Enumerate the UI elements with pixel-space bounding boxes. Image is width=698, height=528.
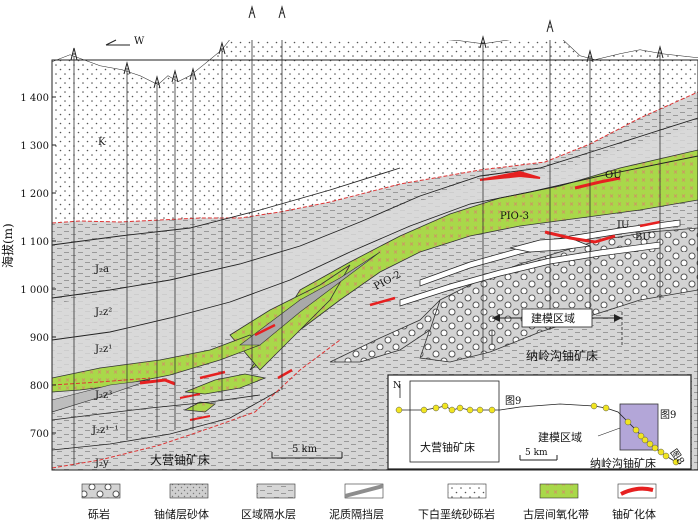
legend-swatch-reservoir-sand: [169, 483, 209, 499]
layer-labels: K J₂a J₂z² J₂z¹ J₂z³ J₂z¹⁻¹ J₂y: [91, 137, 119, 469]
label-ou: OU: [605, 170, 622, 181]
y-axis: 1 400 1 300 1 200 1 100 1 000 900 800 700 海拔(m): [0, 60, 56, 470]
legend-swatch-ore: [617, 483, 657, 499]
legend-swatch-oxidation: [539, 483, 579, 499]
direction-label: W: [134, 36, 145, 47]
direction-arrow: W: [105, 36, 145, 47]
label-pio3: PIO-3: [500, 211, 529, 222]
label-bu: BU: [635, 232, 651, 243]
legend-swatch-mud-barrier: [344, 483, 384, 499]
scale-bar: 5 km: [271, 444, 343, 459]
legend-label-ore: 铀矿化体: [612, 507, 656, 521]
layer-label-k: K: [98, 137, 106, 148]
inset-daying: 大营铀矿床: [420, 440, 475, 454]
y-ticks: 1 400 1 300 1 200 1 100 1 000 900 800 700: [20, 93, 56, 440]
layer-label-j2z2: J₂z²: [94, 307, 112, 318]
legend-label-aquitard: 区域隔水层: [241, 508, 296, 521]
inset-map: N 图9 图9 图8 建模区域 大营铀矿床 纳岭沟铀矿床 5 km: [387, 374, 692, 470]
scale-label: 5 km: [292, 444, 318, 455]
legend-label-mud-barrier: 泥质隔挡层: [329, 507, 384, 521]
inset-north: N: [393, 381, 401, 391]
inset-scale: 5 km: [525, 448, 548, 458]
legend-swatch-conglomerate: [81, 483, 121, 499]
legend: 砾岩 铀储层砂体 区域隔水层 泥质隔挡层 下白垩统砂砾岩 古层间氧化带 铀矿化体: [81, 483, 657, 521]
y-tick-label: 1 100: [20, 237, 49, 248]
legend-label-conglomerate: 砾岩: [88, 507, 110, 521]
y-axis-label: 海拔(m): [0, 223, 15, 268]
legend-label-cretaceous: 下白垩统砂砾岩: [418, 507, 495, 521]
layer-label-j2a: J₂a: [94, 264, 109, 275]
y-tick-label: 1 200: [20, 189, 49, 200]
layer-label-j2z1: J₂z¹: [94, 344, 112, 355]
modeling-area-label: 建模区域: [531, 311, 575, 325]
legend-swatch-cretaceous: [447, 483, 487, 499]
naling-deposit-label: 纳岭沟铀矿床: [526, 349, 598, 363]
y-tick-label: 700: [30, 429, 49, 440]
layer-label-j2y: J₂y: [94, 458, 109, 469]
y-tick-label: 1 400: [20, 93, 49, 104]
y-tick-label: 1 000: [20, 285, 49, 296]
legend-swatch-aquitard: [256, 483, 296, 499]
layer-label-j2z11: J₂z¹⁻¹: [91, 425, 119, 436]
daying-deposit-label: 大营铀矿床: [150, 453, 210, 467]
legend-label-reservoir-sand: 铀储层砂体: [154, 507, 209, 521]
inset-fig9-a: 图9: [505, 395, 521, 407]
modeling-area-marker: 建模区域: [492, 308, 622, 328]
layer-label-j2z3: J₂z³: [94, 390, 112, 401]
section-body: [52, 40, 698, 470]
drill-derrick-icons: [70, 5, 664, 89]
inset-fig9-b: 图9: [660, 409, 676, 421]
y-tick-label: 900: [30, 333, 49, 344]
drill-holes: [73, 40, 661, 465]
y-tick-label: 1 300: [20, 141, 49, 152]
legend-label-oxidation: 古层间氧化带: [523, 507, 589, 521]
label-iu: IU: [617, 220, 629, 231]
inset-modeling-area: 建模区域: [538, 430, 582, 444]
y-tick-label: 800: [30, 381, 49, 392]
inset-naling: 纳岭沟铀矿床: [590, 456, 656, 470]
